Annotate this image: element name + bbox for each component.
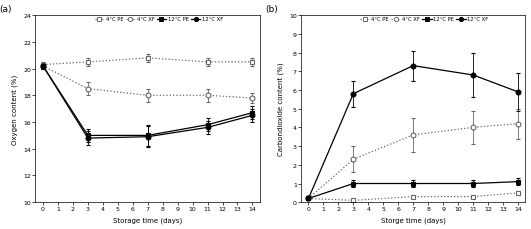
- Text: (a): (a): [0, 5, 12, 14]
- Text: (b): (b): [265, 5, 278, 14]
- X-axis label: Storge time (days): Storge time (days): [381, 217, 446, 224]
- X-axis label: Storage time (days): Storage time (days): [113, 217, 182, 224]
- Legend: 4°C PE, 4°C XF, 12°C PE, 12°C XF: 4°C PE, 4°C XF, 12°C PE, 12°C XF: [94, 17, 224, 23]
- Y-axis label: Carbondioxide content (%): Carbondioxide content (%): [277, 63, 284, 156]
- Y-axis label: Oxygen content (%): Oxygen content (%): [11, 74, 18, 144]
- Legend: 4°C PE, 4°C XF, 12°C PE, 12°C XF: 4°C PE, 4°C XF, 12°C PE, 12°C XF: [359, 17, 489, 23]
